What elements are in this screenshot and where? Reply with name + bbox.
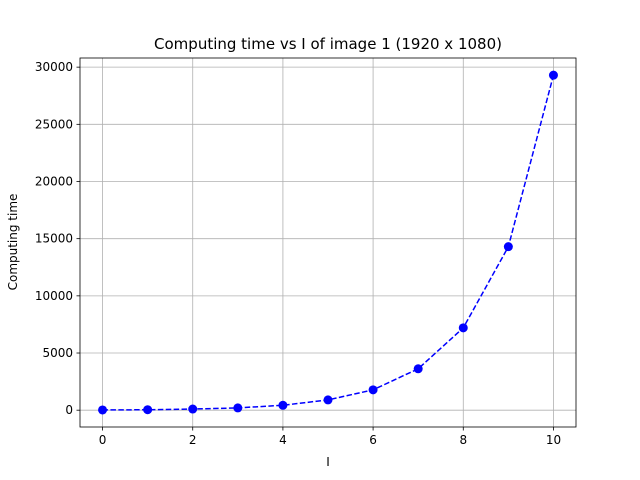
- y-tick-label: 10000: [35, 289, 73, 303]
- data-point: [323, 395, 333, 405]
- data-point: [98, 405, 108, 415]
- x-tick-label: 10: [546, 433, 561, 447]
- data-point: [503, 242, 513, 252]
- y-axis-label: Computing time: [6, 194, 20, 291]
- x-tick-label: 0: [99, 433, 107, 447]
- y-tick-label: 25000: [35, 117, 73, 131]
- axes: 0 2 4 6 8 10 0 5000 10000 15000 20000 25000 30000: [35, 57, 577, 447]
- y-tick-label: 5000: [42, 346, 73, 360]
- data-point: [458, 323, 468, 333]
- data-point: [233, 403, 243, 413]
- y-tick-label: 20000: [35, 174, 73, 188]
- y-tick-label: 0: [65, 403, 73, 417]
- x-tick-label: 4: [279, 433, 287, 447]
- chart-title: Computing time vs I of image 1 (1920 x 1…: [154, 35, 502, 53]
- grid: [80, 58, 576, 427]
- data-point: [188, 404, 198, 414]
- series-layer: [98, 70, 558, 415]
- y-tick-label: 15000: [35, 232, 73, 246]
- y-tick-label: 30000: [35, 60, 73, 74]
- plot-frame: [79, 57, 577, 428]
- x-tick-label: 2: [189, 433, 197, 447]
- data-point: [278, 400, 288, 410]
- data-point: [368, 385, 378, 395]
- data-point: [413, 364, 423, 374]
- data-point: [143, 405, 153, 415]
- x-tick-label: 8: [459, 433, 467, 447]
- data-point: [548, 70, 558, 80]
- series-line: [102, 74, 555, 411]
- x-axis-label: I: [326, 455, 330, 469]
- x-tick-label: 6: [369, 433, 377, 447]
